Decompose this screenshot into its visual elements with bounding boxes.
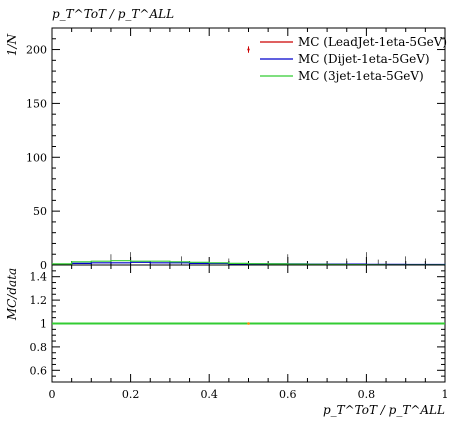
main-points bbox=[247, 46, 250, 53]
ratio-x-tick-label: 0.8 bbox=[358, 388, 376, 401]
ratio-y-axis-title: MC/data bbox=[5, 268, 19, 321]
legend: MC (LeadJet-1eta-5GeV) MC (Dijet-1eta-5Ge… bbox=[260, 35, 447, 83]
top-axis-label: p_T^ToT / p_T^ALL bbox=[52, 7, 174, 21]
main-y-tick-label: 50 bbox=[33, 205, 47, 218]
main-y-tick-label: 100 bbox=[26, 151, 47, 164]
ratio-x-axis-title: p_T^ToT / p_T^ALL bbox=[323, 403, 445, 417]
ratio-y-tick-label: 0.8 bbox=[30, 341, 48, 354]
legend-label: MC (Dijet-1eta-5GeV) bbox=[298, 52, 430, 66]
ratio-x-tick-label: 0.4 bbox=[200, 388, 218, 401]
ratio-x-tick-label: 0 bbox=[49, 388, 56, 401]
ratio-x-tick-label: 0.6 bbox=[279, 388, 297, 401]
main-y-tick-label: 0 bbox=[40, 259, 47, 272]
ratio-y-tick-label: 0.6 bbox=[30, 364, 48, 377]
main-point bbox=[247, 48, 250, 51]
ratio-marker bbox=[247, 322, 250, 325]
main-panel: 0 50 100 150 200 MC (LeadJet-1eta-5GeV) MC (D… bbox=[26, 27, 447, 272]
ratio-x-tick-label: 0.2 bbox=[122, 388, 140, 401]
legend-label: MC (3jet-1eta-5GeV) bbox=[298, 69, 424, 83]
main-y-tick-label: 200 bbox=[26, 44, 47, 57]
ratio-x-ticks: 0 0.2 0.4 0.6 0.8 1 bbox=[49, 265, 449, 401]
main-y-tick-label: 150 bbox=[26, 97, 47, 110]
ratio-y-tick-label: 1.4 bbox=[30, 271, 48, 284]
legend-label: MC (LeadJet-1eta-5GeV) bbox=[298, 35, 447, 49]
main-y-axis-title: 1/N bbox=[5, 33, 19, 56]
ratio-y-tick-label: 1 bbox=[40, 318, 47, 331]
ratio-panel: 0.6 0.8 1 1.2 1.4 0 0.2 0.4 0.6 0.8 1 bbox=[30, 264, 449, 401]
ratio-x-tick-label: 1 bbox=[442, 388, 449, 401]
ratio-y-tick-label: 1.2 bbox=[30, 294, 48, 307]
main-y-ticks: 0 50 100 150 200 bbox=[26, 38, 445, 272]
ratio-series bbox=[52, 322, 445, 325]
